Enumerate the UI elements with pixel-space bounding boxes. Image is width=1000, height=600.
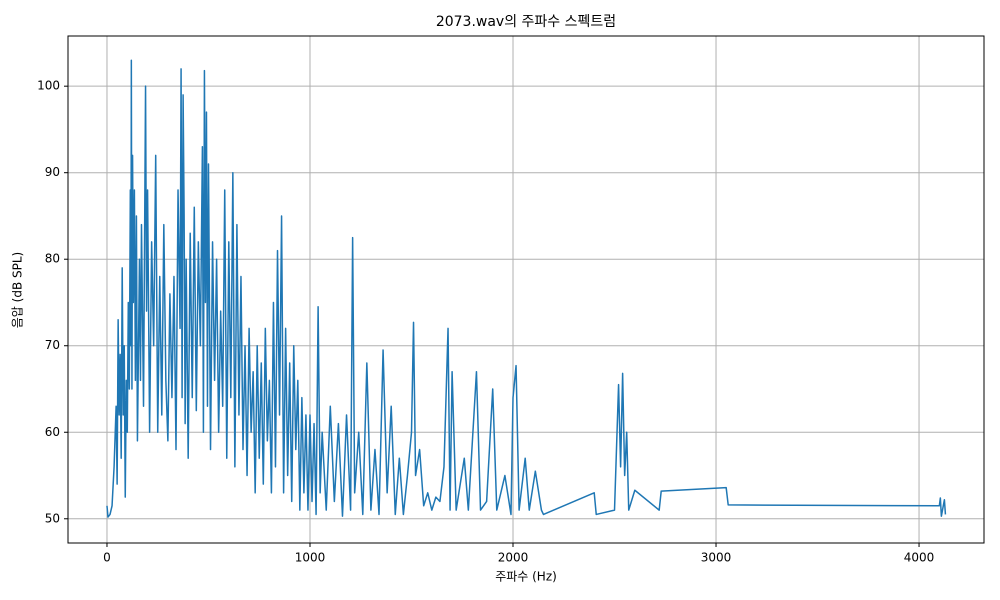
plot-frame	[67, 35, 985, 544]
y-tick-label: 50	[45, 511, 60, 525]
chart-title: 2073.wav의 주파수 스펙트럼	[436, 14, 616, 30]
x-tick-label: 0	[103, 551, 111, 565]
x-tick-label: 1000	[295, 551, 326, 565]
x-axis-label: 주파수 (Hz)	[495, 570, 557, 584]
y-tick-label: 80	[45, 252, 60, 266]
x-tick-label: 2000	[498, 551, 529, 565]
y-tick-label: 90	[45, 165, 60, 179]
y-tick-label: 100	[37, 79, 60, 93]
y-tick-label: 70	[45, 338, 60, 352]
y-axis-label: 음압 (dB SPL)	[11, 252, 25, 328]
x-tick-label: 4000	[904, 551, 935, 565]
y-tick-label: 60	[45, 425, 60, 439]
x-tick-label: 3000	[701, 551, 732, 565]
line	[106, 59, 947, 518]
